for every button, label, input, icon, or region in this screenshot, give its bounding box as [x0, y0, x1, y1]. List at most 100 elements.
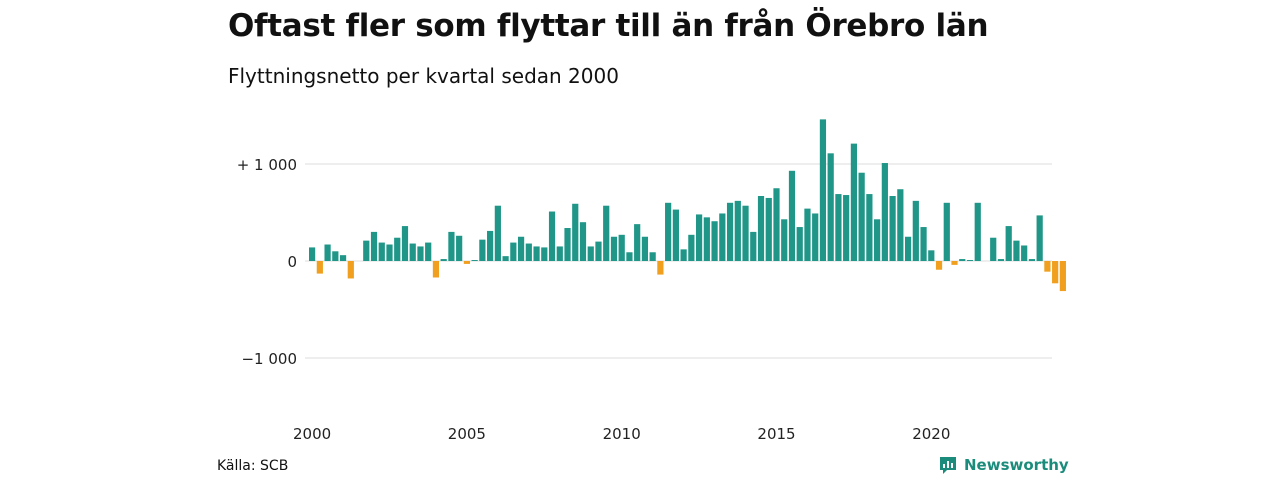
bar — [781, 219, 788, 261]
bar — [1005, 226, 1012, 261]
bar — [796, 227, 803, 261]
bar — [548, 211, 556, 261]
bar — [966, 260, 974, 261]
bar — [734, 200, 741, 261]
bar — [843, 195, 850, 261]
bar — [835, 194, 842, 261]
bar — [696, 214, 703, 261]
bar — [409, 243, 416, 261]
bar — [626, 252, 633, 261]
bar — [595, 241, 602, 261]
y-axis-tick-labels: + 1 000 0 −1 000 — [237, 156, 297, 368]
bar — [564, 228, 571, 261]
bar — [866, 194, 873, 261]
bar — [742, 205, 749, 261]
x-tick-label: 2010 — [603, 425, 641, 443]
x-tick-label: 2020 — [912, 425, 950, 443]
bar — [1059, 261, 1066, 292]
bar — [463, 261, 470, 264]
bar — [672, 209, 679, 261]
bar — [881, 163, 888, 261]
bar — [773, 188, 780, 261]
bar — [750, 231, 757, 261]
y-tick-label: 0 — [287, 253, 297, 271]
bar — [990, 237, 997, 261]
bar — [897, 189, 904, 261]
bar — [479, 239, 486, 261]
bar — [665, 202, 672, 261]
bar — [904, 236, 912, 261]
bar — [541, 247, 548, 261]
bar — [1013, 240, 1020, 261]
bar — [339, 255, 347, 261]
bar — [943, 202, 950, 261]
bar — [432, 261, 440, 278]
bar — [997, 259, 1005, 261]
bar — [1052, 261, 1059, 284]
bar — [572, 203, 579, 261]
bar — [471, 260, 478, 261]
bar — [324, 244, 331, 261]
x-axis-tick-labels: 2000 2005 2010 2015 2020 — [293, 425, 950, 443]
bar — [874, 219, 881, 261]
bar — [765, 197, 772, 261]
bar — [788, 170, 796, 261]
bar — [719, 213, 726, 261]
bar — [347, 261, 354, 279]
bar — [386, 244, 393, 261]
bar — [316, 261, 323, 274]
bar — [363, 240, 370, 261]
bar — [819, 119, 827, 261]
bar — [587, 246, 594, 261]
bar — [494, 205, 501, 261]
source-label: Källa: SCB — [217, 458, 289, 474]
x-tick-label: 2000 — [293, 425, 331, 443]
bar — [688, 234, 695, 261]
bar — [726, 202, 734, 261]
bar — [1028, 259, 1036, 261]
bar — [510, 242, 517, 261]
bar — [378, 242, 385, 261]
brand-logo: Newsworthy — [938, 455, 1069, 475]
bar — [394, 237, 401, 261]
bar — [703, 217, 710, 261]
bar — [456, 235, 463, 261]
bar — [804, 208, 811, 261]
bar — [935, 261, 943, 270]
bar — [850, 143, 857, 261]
bar — [401, 226, 409, 261]
chart-subtitle: Flyttningsnetto per kvartal sedan 2000 — [228, 64, 619, 88]
bar — [812, 213, 819, 261]
bar — [889, 196, 896, 261]
bar — [440, 259, 447, 261]
bar — [370, 231, 378, 261]
brand-name: Newsworthy — [964, 456, 1069, 474]
bar — [533, 246, 540, 261]
bar — [649, 252, 656, 261]
bar — [603, 205, 610, 261]
bar — [858, 172, 865, 261]
bar — [959, 259, 966, 261]
y-tick-label: −1 000 — [241, 350, 297, 368]
bar — [951, 261, 958, 265]
bar — [417, 246, 424, 261]
bars — [309, 119, 1066, 292]
bar — [448, 231, 455, 261]
bar — [912, 200, 919, 261]
bar — [641, 236, 649, 261]
bar — [1044, 261, 1051, 272]
bar — [579, 222, 587, 261]
bar — [928, 250, 935, 261]
bar — [634, 224, 641, 261]
bar — [610, 236, 618, 261]
bar — [1036, 215, 1043, 261]
bar — [1021, 245, 1028, 261]
bar — [757, 196, 765, 261]
bar — [425, 242, 432, 261]
bar — [556, 246, 563, 261]
bar — [974, 202, 981, 261]
bar — [920, 227, 927, 261]
bar — [680, 249, 687, 261]
bar — [487, 230, 494, 261]
